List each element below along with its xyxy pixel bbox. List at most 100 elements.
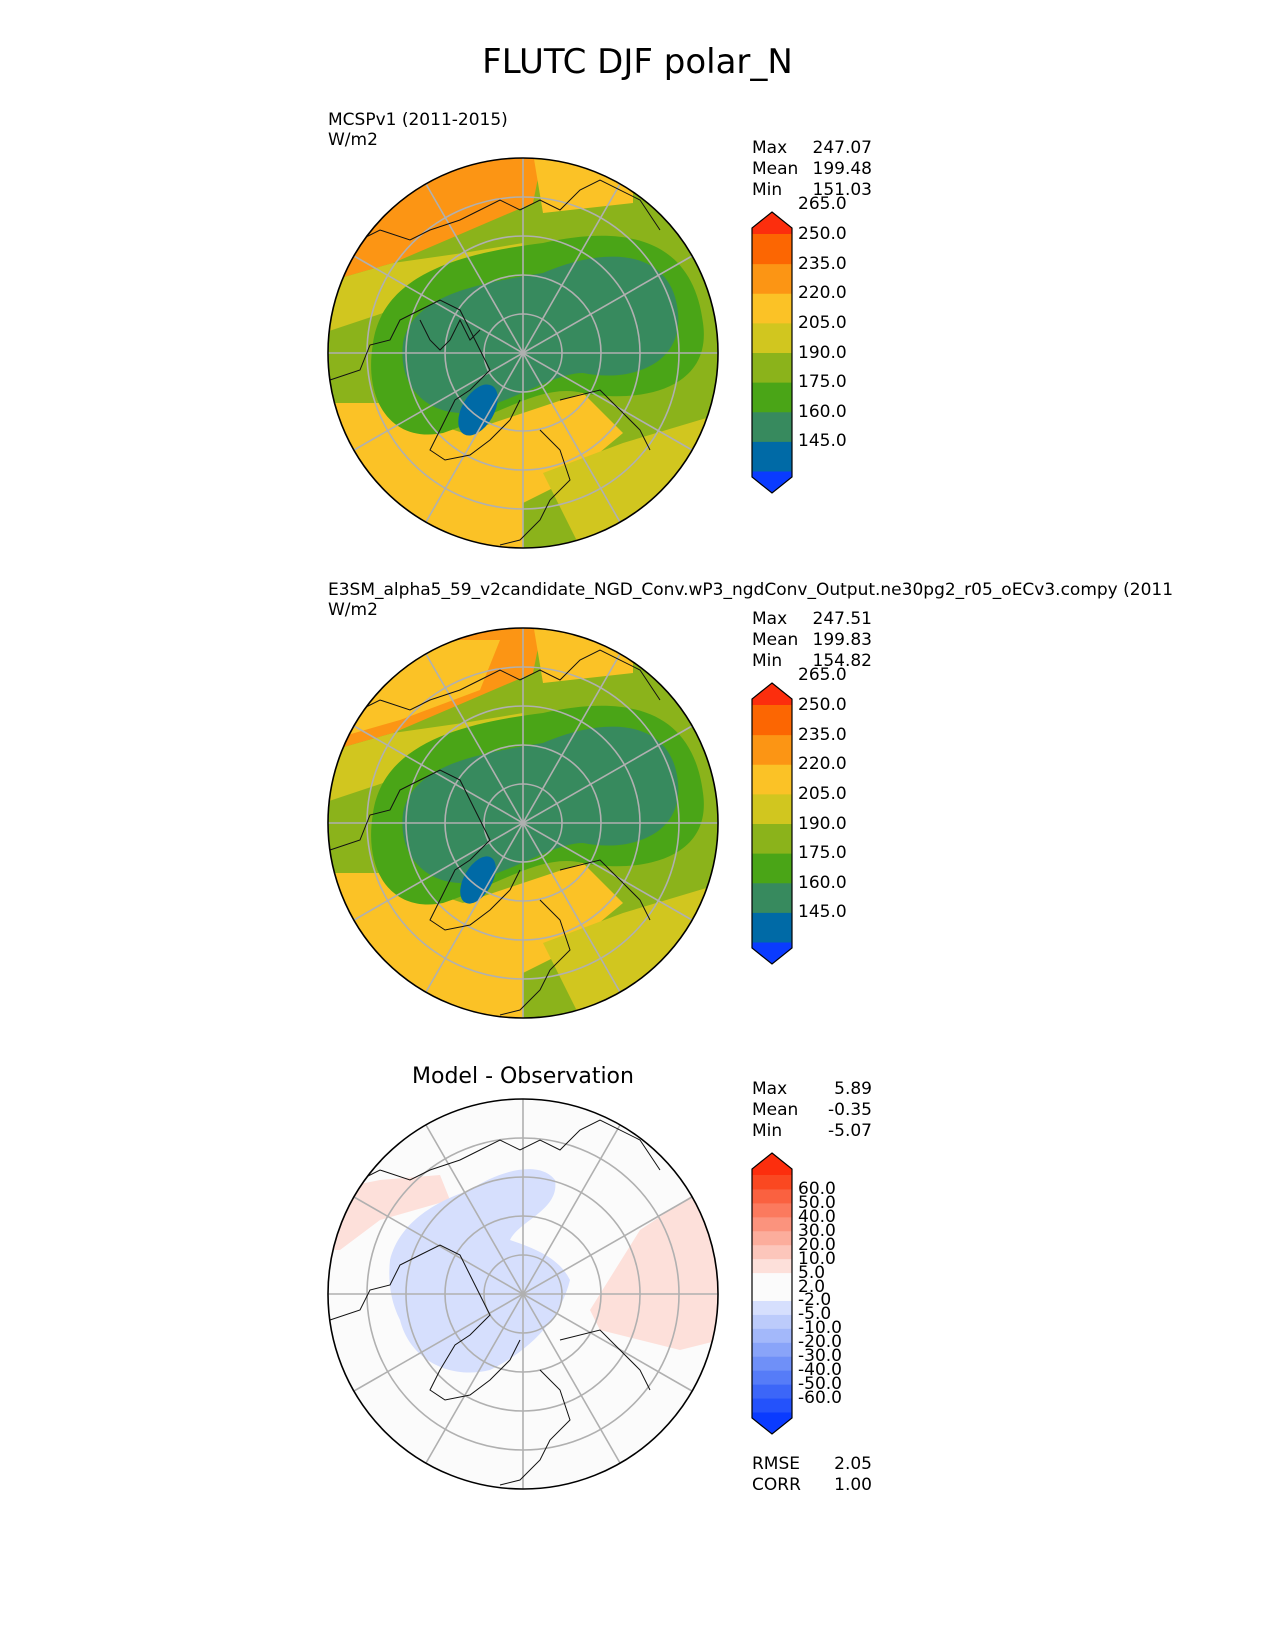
panel2-map: [327, 627, 719, 1019]
panel2-mean-label: Mean: [752, 630, 799, 650]
corr-value: 1.00: [834, 1475, 872, 1495]
colorbar-tick-label: 10.0: [798, 1248, 836, 1269]
colorbar-tick-label: -20.0: [798, 1332, 842, 1353]
colorbar-tick-label: -50.0: [798, 1374, 842, 1395]
colorbar-tick-label: 235.0: [798, 253, 847, 274]
colorbar-segment: [752, 1370, 792, 1385]
panel1-map: [327, 157, 719, 549]
rmse-value: 2.05: [834, 1454, 872, 1474]
colorbar-tick-label: -2.0: [798, 1290, 832, 1311]
colorbar-tick-label: 145.0: [798, 902, 847, 923]
colorbar-extend-min: [752, 471, 792, 493]
colorbar-tick-label: 30.0: [798, 1220, 836, 1241]
colorbar-outline: [751, 682, 793, 965]
colorbar-outline: [751, 211, 793, 494]
colorbar-segment: [752, 1175, 792, 1190]
colorbar-segment: [752, 1230, 792, 1246]
colorbar-segment: [752, 1356, 792, 1371]
rmse-label: RMSE: [752, 1454, 801, 1474]
colorbar-segment: [752, 234, 792, 265]
colorbar-tick-label: 160.0: [798, 401, 847, 422]
colorbar-tick-label: 250.0: [798, 224, 847, 244]
colorbar-tick-label: -30.0: [798, 1346, 842, 1367]
colorbar-segment: [752, 293, 792, 324]
colorbar-tick-label: 265.0: [798, 194, 847, 215]
panel1-coastlines: [329, 179, 661, 546]
colorbar-tick-label: 205.0: [798, 783, 847, 804]
panel1-min-label: Min: [752, 180, 783, 200]
colorbar-segment: [752, 352, 792, 383]
colorbar-tick-label: 220.0: [798, 754, 847, 775]
colorbar-segment: [752, 793, 792, 824]
panel2-max-label: Max: [752, 609, 788, 629]
colorbar-segment: [752, 1188, 792, 1204]
colorbar-segment: [752, 1258, 792, 1274]
colorbar-tick-label: 5.0: [798, 1262, 826, 1283]
panel3-min-value: -5.07: [828, 1121, 872, 1141]
colorbar-segment: [752, 382, 792, 413]
colorbar-segment: [752, 1314, 792, 1329]
colorbar-segment: [752, 1244, 792, 1260]
panel2-min-label: Min: [752, 651, 783, 671]
colorbar-tick-label: 60.0: [798, 1178, 836, 1199]
corr-label: CORR: [752, 1475, 801, 1495]
panel3-max-label: Max: [752, 1079, 788, 1099]
panel1-min-value: 151.03: [812, 180, 872, 200]
colorbar-tick-label: 160.0: [798, 872, 847, 893]
panel2-mean-value: 199.83: [812, 630, 872, 650]
panel2-subtitle: E3SM_alpha5_59_v2candidate_NGD_Conv.wP3_…: [328, 580, 1174, 600]
colorbar-extend-max: [752, 1153, 792, 1175]
colorbar-segment: [752, 823, 792, 854]
colorbar-extend-min: [752, 942, 792, 964]
colorbar-outline: [751, 1152, 793, 1435]
panel2-max-value: 247.51: [812, 609, 872, 629]
colorbar-tick-label: 50.0: [798, 1192, 836, 1213]
colorbar-extend-max: [752, 212, 792, 234]
colorbar-segment: [752, 1286, 792, 1301]
colorbar-segment: [752, 1398, 792, 1413]
colorbar-tick-label: 190.0: [798, 813, 847, 834]
colorbar-segment: [752, 1384, 792, 1399]
panel3-mean-label: Mean: [752, 1100, 799, 1120]
colorbar-segment: [752, 1202, 792, 1218]
colorbar-tick-label: -40.0: [798, 1360, 842, 1381]
colorbar-tick-label: 265.0: [798, 665, 847, 686]
panel3-graticule: [328, 1099, 718, 1489]
colorbar-tick-label: 235.0: [798, 724, 847, 745]
colorbar-segment: [752, 1328, 792, 1343]
panel2-units: W/m2: [328, 600, 378, 620]
panel2-coastlines: [329, 649, 661, 1016]
colorbar-tick-label: 190.0: [798, 342, 847, 363]
panel3-map: [327, 1098, 719, 1490]
colorbar-tick-label: 175.0: [798, 843, 847, 864]
colorbar-segment: [752, 853, 792, 884]
panel1-graticule: [328, 158, 718, 548]
panel1-mean-value: 199.48: [812, 159, 872, 179]
panel2-min-value: 154.82: [812, 651, 872, 671]
colorbar-segment: [752, 705, 792, 736]
colorbar-extend-min: [752, 1412, 792, 1434]
colorbar-tick-label: 205.0: [798, 312, 847, 333]
colorbar-segment: [752, 1300, 792, 1315]
colorbar-segment: [752, 411, 792, 442]
colorbar-tick-label: 145.0: [798, 431, 847, 452]
figure-title: FLUTC DJF polar_N: [482, 42, 793, 82]
panel3-min-label: Min: [752, 1121, 783, 1141]
colorbar-tick-label: -60.0: [798, 1388, 842, 1409]
panel3-mean-value: -0.35: [828, 1100, 872, 1120]
colorbar-tick-label: -10.0: [798, 1318, 842, 1339]
panel3-max-value: 5.89: [834, 1079, 872, 1099]
panel1-units: W/m2: [328, 130, 378, 150]
colorbar-segment: [752, 882, 792, 913]
colorbar-segment: [752, 441, 792, 472]
panel1-max-value: 247.07: [812, 138, 872, 158]
panel3-title: Model - Observation: [412, 1064, 634, 1089]
colorbar-segment: [752, 1342, 792, 1357]
colorbar-segment: [752, 764, 792, 795]
panel1-mean-label: Mean: [752, 159, 799, 179]
panel3-coastlines: [329, 1119, 661, 1486]
colorbar-segment: [752, 734, 792, 765]
colorbar-tick-label: -5.0: [798, 1304, 832, 1325]
colorbar-tick-label: 20.0: [798, 1234, 836, 1255]
